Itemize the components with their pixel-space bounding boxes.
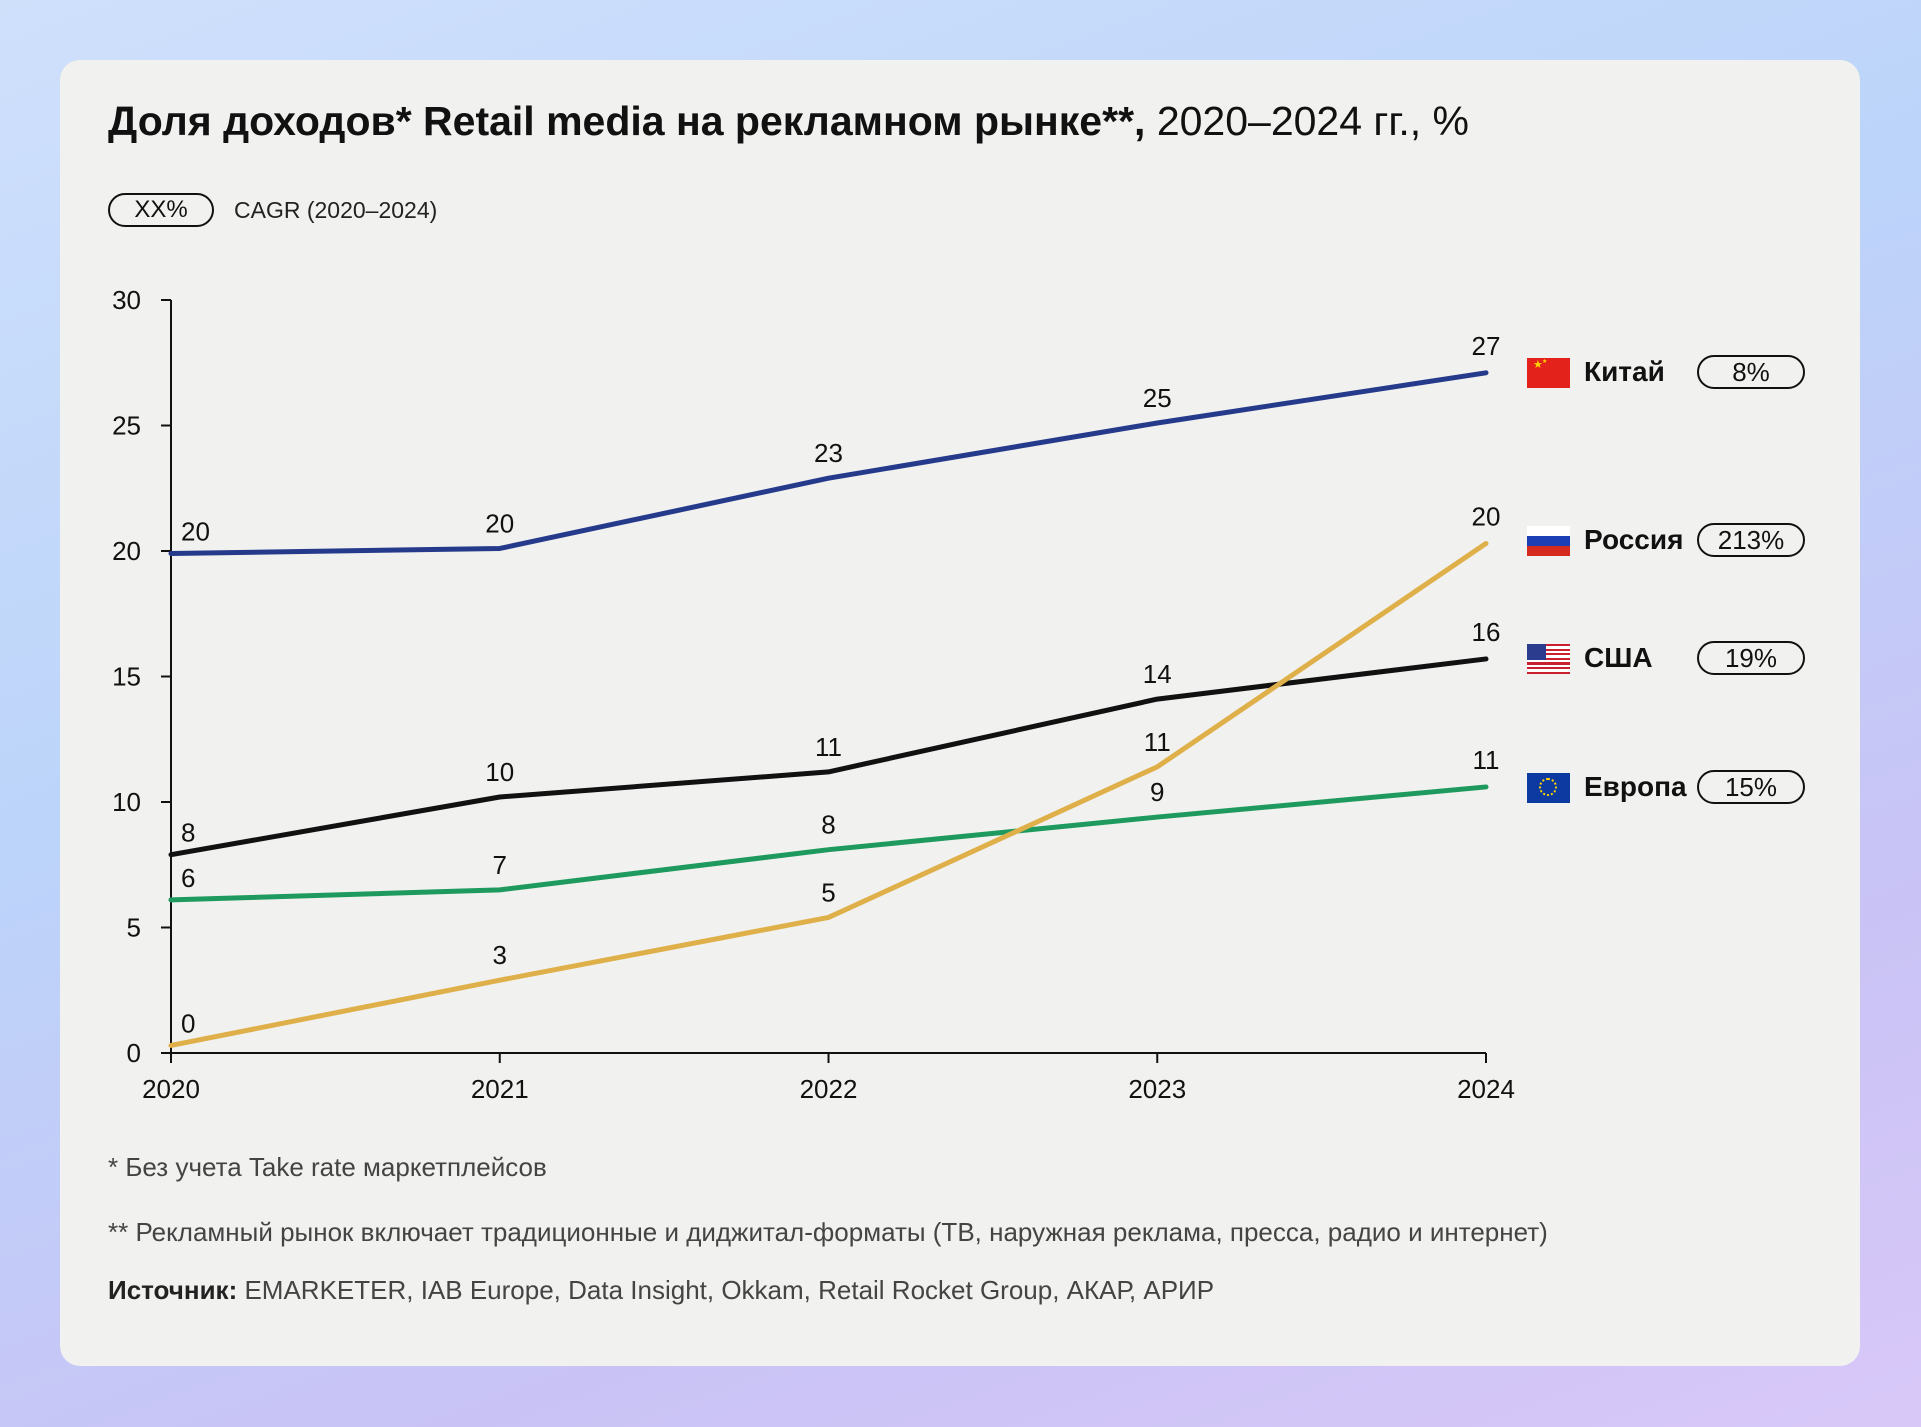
chart-card: Доля доходов* Retail media на рекламном … <box>60 60 1860 1366</box>
data-label: 14 <box>1143 659 1172 689</box>
legend-label: США <box>1584 642 1653 673</box>
chart-title-bold: Доля доходов* Retail media на рекламном … <box>108 98 1146 144</box>
data-label: 25 <box>1143 383 1172 413</box>
data-label: 11 <box>815 732 842 762</box>
data-label: 0 <box>181 1008 195 1038</box>
data-label: 11 <box>1144 727 1171 757</box>
legend-label: Европа <box>1584 771 1687 802</box>
data-label: 8 <box>181 818 195 848</box>
flag-us-icon <box>1527 644 1570 674</box>
x-tick-label: 2022 <box>800 1074 858 1104</box>
data-label: 5 <box>821 877 835 907</box>
y-tick-label: 25 <box>112 411 141 441</box>
chart-title: Доля доходов* Retail media на рекламном … <box>108 98 1469 145</box>
flag-ru-icon <box>1527 526 1570 556</box>
x-tick-label: 2021 <box>471 1074 529 1104</box>
cagr-key-caption: CAGR (2020–2024) <box>234 196 438 223</box>
y-tick-label: 15 <box>112 662 141 692</box>
series-line-2 <box>168 656 1489 858</box>
legend-label: Китай <box>1584 356 1665 387</box>
source-label: Источник: <box>108 1275 238 1305</box>
series-line-3 <box>168 784 1489 903</box>
cagr-badge: 8% <box>1697 355 1805 389</box>
cagr-badge: 19% <box>1697 641 1805 675</box>
source-line: Источник: EMARKETER, IAB Europe, Data In… <box>108 1275 1214 1306</box>
y-tick-label: 20 <box>112 536 141 566</box>
series-line-1 <box>168 540 1489 1048</box>
data-label: 27 <box>1472 331 1501 361</box>
cagr-badge: 213% <box>1697 523 1805 557</box>
chart-title-rest: 2020–2024 гг., % <box>1145 98 1469 144</box>
cagr-badge: 15% <box>1697 770 1805 804</box>
data-label: 3 <box>493 940 507 970</box>
data-label: 10 <box>485 757 514 787</box>
data-label: 16 <box>1472 617 1501 647</box>
data-label: 20 <box>1472 501 1501 531</box>
flag-cn-icon: ★ ★ <box>1527 358 1570 388</box>
cagr-key-pill: XX% <box>108 193 214 227</box>
x-tick-label: 2024 <box>1457 1074 1515 1104</box>
legend-label: Россия <box>1584 524 1684 555</box>
y-tick-label: 10 <box>112 787 141 817</box>
footnote-2: ** Рекламный рынок включает традиционные… <box>108 1217 1548 1247</box>
x-tick-label: 2023 <box>1128 1074 1186 1104</box>
footnote-1: * Без учета Take rate маркетплейсов <box>108 1152 547 1182</box>
data-label: 7 <box>493 850 507 880</box>
y-tick-label: 5 <box>127 913 141 943</box>
data-label: 20 <box>181 517 210 547</box>
data-label: 8 <box>821 810 835 840</box>
y-tick-label: 0 <box>127 1038 141 1068</box>
cagr-key: XX% CAGR (2020–2024) <box>108 193 437 227</box>
data-label: 11 <box>1473 745 1500 775</box>
data-label: 9 <box>1150 777 1164 807</box>
x-tick-label: 2020 <box>142 1074 200 1104</box>
y-tick-label: 30 <box>112 285 141 315</box>
data-label: 20 <box>485 508 514 538</box>
series-line-0 <box>168 370 1489 557</box>
data-label: 23 <box>814 438 843 468</box>
flag-eu-icon <box>1527 773 1570 803</box>
source-text: EMARKETER, IAB Europe, Data Insight, Okk… <box>237 1275 1215 1305</box>
data-label: 6 <box>181 863 195 893</box>
